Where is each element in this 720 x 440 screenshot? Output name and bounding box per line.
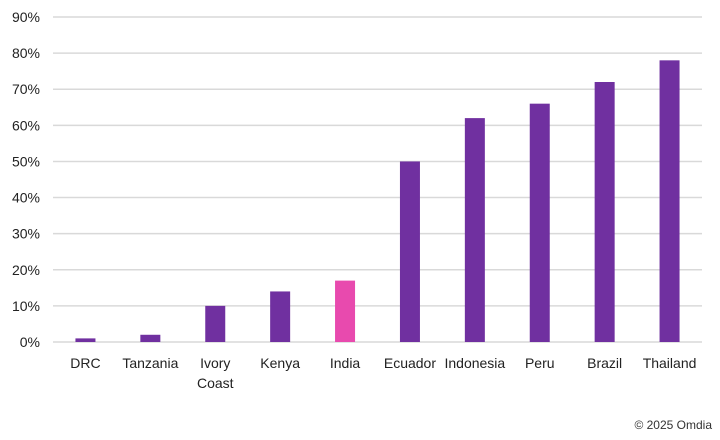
y-tick-label: 40% [12,190,40,206]
x-axis-category-labels: DRC Tanzania Ivory Coast Kenya India Ecuador In… [70,355,696,391]
x-category-label: Brazil [587,355,622,371]
bar [594,82,615,342]
x-category-label: Kenya [260,355,300,371]
bar [659,60,680,342]
y-tick-label: 0% [20,334,40,350]
bar [140,334,161,342]
x-category-label: Indonesia [444,355,505,371]
bar [464,118,485,342]
bar [205,305,226,342]
y-tick-label: 90% [12,9,40,25]
y-tick-label: 60% [12,117,40,133]
gridlines [53,16,702,343]
y-tick-label: 20% [12,262,40,278]
bar [270,291,291,342]
copyright-watermark: © 2025 Omdia [634,418,712,432]
x-category-label: Peru [525,355,555,371]
y-tick-label: 10% [12,298,40,314]
x-category-label: Tanzania [122,355,178,371]
bar [335,280,356,342]
x-category-label: Ivory Coast [197,355,234,391]
bar [75,338,96,342]
x-category-label: Ecuador [384,355,436,371]
y-tick-label: 30% [12,226,40,242]
y-tick-label: 80% [12,45,40,61]
bar [529,103,550,343]
y-axis-tick-labels: 0% 10% 20% 30% 40% 50% 60% 70% 80% 90% [12,9,40,350]
y-tick-label: 70% [12,81,40,97]
x-category-label: DRC [70,355,100,371]
x-category-label: India [330,355,361,371]
x-category-label: Thailand [643,355,697,371]
y-tick-label: 50% [12,153,40,169]
bars [75,60,680,343]
bar [399,161,420,342]
